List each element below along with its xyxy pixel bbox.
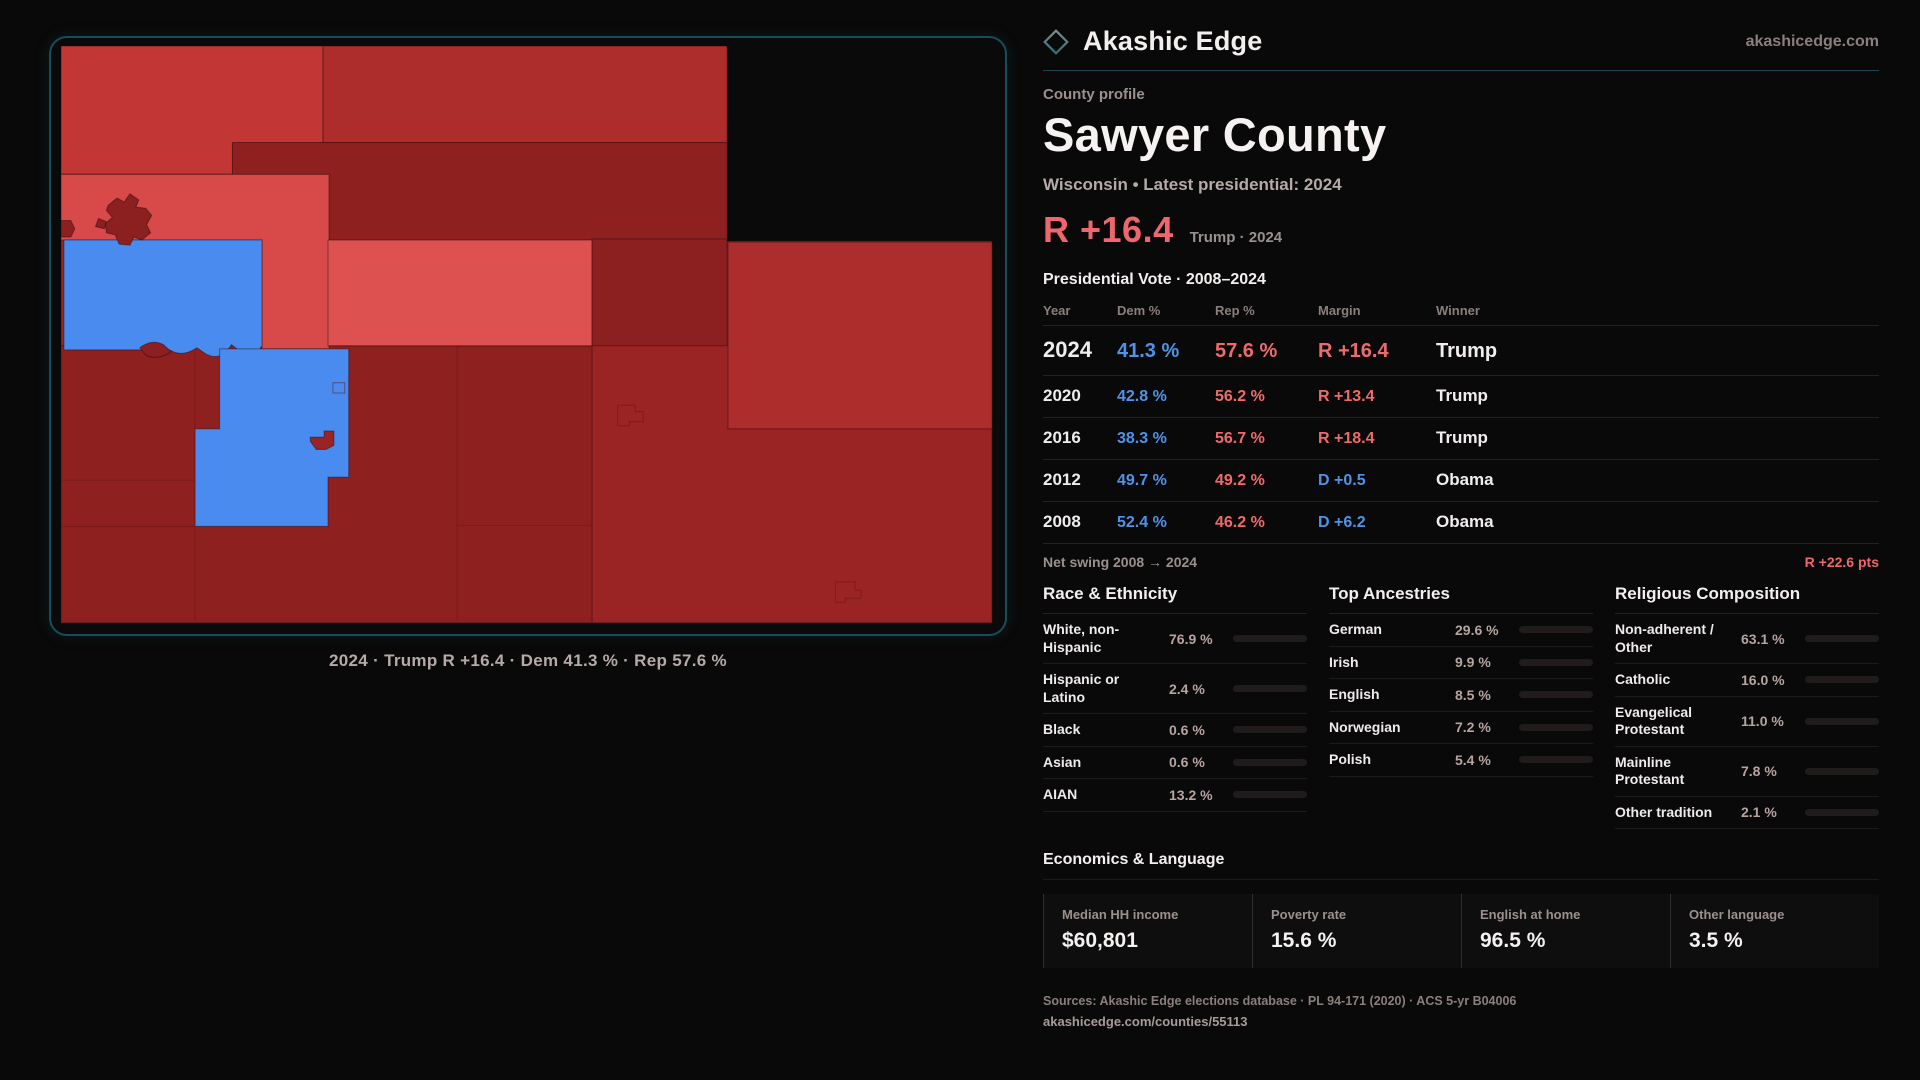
brand-name: Akashic Edge bbox=[1083, 26, 1263, 56]
col-dem: Dem % bbox=[1117, 303, 1161, 318]
economics-stats: Median HH income $60,801 Poverty rate 15… bbox=[1043, 894, 1879, 968]
list-item: English 8.5 % bbox=[1329, 679, 1593, 712]
profile-kicker: County profile bbox=[1043, 86, 1145, 103]
stat-card-median-income: Median HH income $60,801 bbox=[1043, 894, 1252, 968]
list-item: Asian 0.6 % bbox=[1043, 747, 1307, 779]
county-profile-panel: Akashic Edge akashicedge.com County prof… bbox=[1043, 26, 1879, 1031]
margin-headline: R +16.4 Trump · 2024 bbox=[1043, 209, 1879, 251]
net-swing-label: Net swing 2008 → 2024 bbox=[1043, 554, 1198, 570]
map-region-dem-2 bbox=[194, 348, 350, 527]
precinct-map-svg[interactable] bbox=[61, 46, 997, 626]
list-item: Non-adherent / Other 63.1 % bbox=[1615, 614, 1879, 664]
map-city-blob-fragment bbox=[94, 217, 107, 230]
election-table: Year Dem % Rep % Margin Winner 2024 41.3… bbox=[1043, 297, 1879, 544]
stat-bar bbox=[1519, 626, 1593, 634]
list-item: Irish 9.9 % bbox=[1329, 647, 1593, 679]
list-item: Polish 5.4 % bbox=[1329, 744, 1593, 777]
ancestries-title: Top Ancestries bbox=[1329, 584, 1593, 614]
ancestries-section: Top Ancestries German 29.6 % Irish 9.9 %… bbox=[1329, 584, 1593, 829]
profile-subtitle: Wisconsin • Latest presidential: 2024 bbox=[1043, 175, 1342, 194]
list-item: Mainline Protestant 7.8 % bbox=[1615, 747, 1879, 797]
stat-bar bbox=[1233, 635, 1307, 642]
map-column: 2024 · Trump R +16.4 · Dem 41.3 % · Rep … bbox=[49, 36, 1007, 671]
net-swing-value: R +22.6 pts bbox=[1804, 554, 1879, 570]
stat-card-english: English at home 96.5 % bbox=[1461, 894, 1670, 968]
map-region-topmid bbox=[322, 46, 728, 144]
map-region-salmon bbox=[327, 239, 593, 347]
col-year: Year bbox=[1043, 303, 1071, 318]
map-edge-notch bbox=[61, 220, 76, 238]
sources-footer: Sources: Akashic Edge elections database… bbox=[1043, 994, 1879, 1031]
stat-bar bbox=[1519, 756, 1593, 764]
table-row: 2020 42.8 % 56.2 % R +13.4 Trump bbox=[1043, 376, 1879, 418]
race-ethnicity-section: Race & Ethnicity White, non-Hispanic 76.… bbox=[1043, 584, 1307, 829]
stat-bar bbox=[1233, 685, 1307, 692]
stat-bar bbox=[1805, 717, 1879, 725]
table-row: 2012 49.7 % 49.2 % D +0.5 Obama bbox=[1043, 460, 1879, 502]
county-url-link[interactable]: akashicedge.com/counties/55113 bbox=[1043, 1014, 1248, 1029]
diamond-icon bbox=[1043, 28, 1069, 55]
list-item: AIAN 13.2 % bbox=[1043, 779, 1307, 812]
stat-bar bbox=[1805, 635, 1879, 642]
margin-context: Trump · 2024 bbox=[1189, 229, 1283, 246]
religion-title: Religious Composition bbox=[1615, 584, 1879, 614]
page-title: Sawyer County bbox=[1043, 108, 1387, 161]
map-region-topleft bbox=[61, 46, 324, 175]
col-winner: Winner bbox=[1436, 303, 1480, 318]
map-boundaries bbox=[61, 345, 993, 621]
table-row: 2024 41.3 % 57.6 % R +16.4 Trump bbox=[1043, 326, 1879, 376]
map-shore-islet bbox=[139, 341, 173, 358]
race-title: Race & Ethnicity bbox=[1043, 584, 1307, 614]
list-item: German 29.6 % bbox=[1329, 614, 1593, 647]
county-precinct-map[interactable] bbox=[49, 36, 1007, 636]
table-row: 2008 52.4 % 46.2 % D +6.2 Obama bbox=[1043, 502, 1879, 544]
margin-value: R +16.4 bbox=[1043, 209, 1174, 250]
brand-domain-link[interactable]: akashicedge.com bbox=[1745, 32, 1879, 50]
list-item: Catholic 16.0 % bbox=[1615, 664, 1879, 697]
stat-card-poverty: Poverty rate 15.6 % bbox=[1252, 894, 1461, 968]
map-region-dem-1 bbox=[63, 239, 263, 358]
brand-header: Akashic Edge akashicedge.com bbox=[1043, 26, 1879, 57]
stat-bar bbox=[1233, 758, 1307, 766]
map-region-right bbox=[727, 241, 993, 430]
map-city-blob bbox=[104, 193, 153, 246]
list-item: White, non-Hispanic 76.9 % bbox=[1043, 614, 1307, 664]
map-enclave-red bbox=[309, 430, 335, 450]
list-item: Black 0.6 % bbox=[1043, 714, 1307, 747]
stat-bar bbox=[1805, 808, 1879, 816]
list-item: Norwegian 7.2 % bbox=[1329, 712, 1593, 744]
economics-title: Economics & Language bbox=[1043, 851, 1225, 868]
stat-bar bbox=[1233, 791, 1307, 799]
net-swing-row: Net swing 2008 → 2024 R +22.6 pts bbox=[1043, 544, 1879, 572]
election-table-title: Presidential Vote · 2008–2024 bbox=[1043, 271, 1266, 288]
stat-card-other-language: Other language 3.5 % bbox=[1670, 894, 1879, 968]
table-row: 2016 38.3 % 56.7 % R +18.4 Trump bbox=[1043, 418, 1879, 460]
list-item: Hispanic or Latino 2.4 % bbox=[1043, 664, 1307, 714]
stat-bar bbox=[1233, 726, 1307, 734]
stat-bar bbox=[1519, 691, 1593, 699]
stat-bar bbox=[1519, 658, 1593, 666]
header-divider bbox=[1043, 70, 1879, 71]
stat-bar bbox=[1805, 676, 1879, 684]
sources-text: Sources: Akashic Edge elections database… bbox=[1043, 994, 1517, 1008]
list-item: Evangelical Protestant 11.0 % bbox=[1615, 697, 1879, 747]
map-caption: 2024 · Trump R +16.4 · Dem 41.3 % · Rep … bbox=[329, 651, 727, 670]
list-item: Other tradition 2.1 % bbox=[1615, 797, 1879, 829]
election-table-header: Year Dem % Rep % Margin Winner bbox=[1043, 297, 1879, 326]
brand-logo: Akashic Edge bbox=[1043, 26, 1262, 57]
stat-bar bbox=[1805, 767, 1879, 775]
demographics-grid: Race & Ethnicity White, non-Hispanic 76.… bbox=[1043, 584, 1879, 829]
col-rep: Rep % bbox=[1215, 303, 1255, 318]
stat-bar bbox=[1519, 723, 1593, 731]
religion-section: Religious Composition Non-adherent / Oth… bbox=[1615, 584, 1879, 829]
economics-divider bbox=[1043, 879, 1879, 880]
col-margin: Margin bbox=[1318, 303, 1361, 318]
map-region-dark-mid bbox=[591, 238, 728, 347]
